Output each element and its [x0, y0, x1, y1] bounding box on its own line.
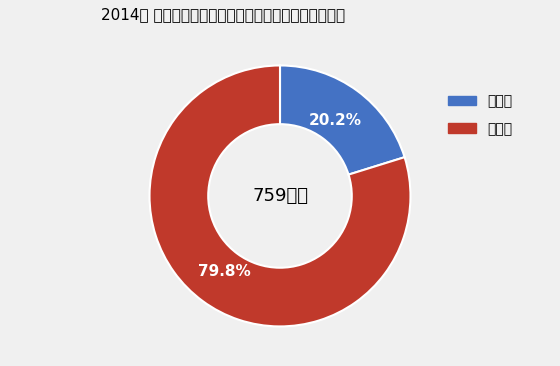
- Text: 2014年 商業の店舗数にしめる卸売業と小売業のシェア: 2014年 商業の店舗数にしめる卸売業と小売業のシェア: [101, 7, 345, 22]
- Wedge shape: [280, 66, 404, 175]
- Wedge shape: [150, 66, 410, 326]
- Text: 79.8%: 79.8%: [198, 264, 251, 279]
- Legend: 小売業, 卸売業: 小売業, 卸売業: [442, 89, 518, 142]
- Text: 759店舗: 759店舗: [252, 187, 308, 205]
- Text: 20.2%: 20.2%: [309, 113, 362, 128]
